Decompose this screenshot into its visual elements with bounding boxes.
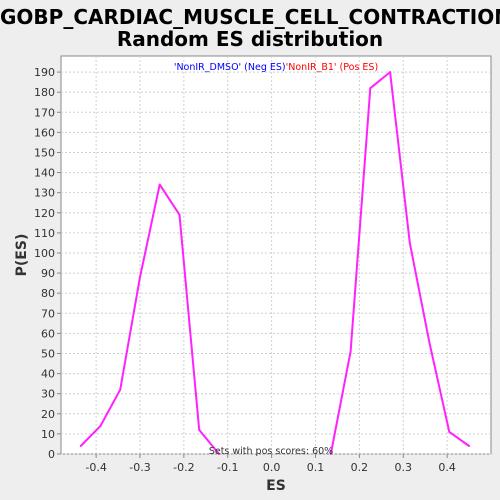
y-tick-label: 10 (41, 428, 55, 441)
y-tick-label: 80 (41, 287, 55, 300)
x-tick-label: 0.4 (438, 461, 456, 474)
y-tick-label: 70 (41, 307, 55, 320)
data-point (79, 444, 82, 447)
x-tick-label: -0.3 (129, 461, 150, 474)
y-tick-label: 140 (34, 167, 55, 180)
data-point (428, 342, 431, 345)
x-tick-label: -0.4 (85, 461, 106, 474)
data-point (158, 183, 161, 186)
y-tick-label: 150 (34, 146, 55, 159)
data-point (468, 444, 471, 447)
x-tick-label: -0.1 (217, 461, 238, 474)
legend: 'NonIR_DMSO' (Neg ES)'NonIR_B1' (Pos ES) (174, 62, 378, 73)
y-tick-label: 190 (34, 66, 55, 79)
y-axis: 0 10 20 30 40 50 60 70 80 90 100 110 120 130 140 150 160… (34, 66, 61, 461)
y-tick-label: 30 (41, 388, 55, 401)
x-axis-label: ES (266, 478, 286, 494)
data-point (389, 71, 392, 74)
y-tick-label: 40 (41, 368, 55, 381)
y-tick-label: 50 (41, 347, 55, 360)
x-tick-label: 0.3 (394, 461, 412, 474)
data-point (119, 388, 122, 391)
data-point (329, 453, 332, 455)
y-tick-label: 120 (34, 207, 55, 220)
legend-entry-pos: 'NonIR_B1' (Pos ES) (286, 62, 379, 73)
plot-area (60, 55, 492, 455)
x-tick-label: -0.2 (173, 461, 194, 474)
data-point (408, 241, 411, 244)
y-tick-label: 170 (34, 106, 55, 119)
data-point (448, 430, 451, 433)
legend-entry-neg: 'NonIR_DMSO' (Neg ES) (174, 62, 286, 73)
y-tick-label: 90 (41, 267, 55, 280)
data-point (178, 213, 181, 216)
y-tick-label: 160 (34, 126, 55, 139)
data-point (198, 428, 201, 431)
series-lines (79, 71, 471, 455)
y-tick-label: 20 (41, 408, 55, 421)
data-point (369, 87, 372, 90)
y-tick-label: 130 (34, 187, 55, 200)
series-line-1 (79, 183, 220, 455)
y-tick-label: 0 (48, 448, 55, 461)
data-point (99, 424, 102, 427)
x-tick-label: 0.1 (307, 461, 325, 474)
pos-scores-annotation: Sets with pos scores: 60% (209, 446, 333, 457)
y-tick-label: 110 (34, 227, 55, 240)
y-tick-label: 100 (34, 247, 55, 260)
x-tick-label: 0.2 (351, 461, 369, 474)
chart-title-line-1: GOBP_CARDIAC_MUSCLE_CELL_CONTRACTION: (0, 5, 500, 29)
y-axis-label: P(ES) (14, 234, 30, 277)
series-line-2 (329, 71, 470, 455)
chart-title-line-2: Random ES distribution (116, 27, 384, 51)
data-point (349, 350, 352, 353)
y-tick-label: 60 (41, 327, 55, 340)
data-point (217, 453, 220, 455)
data-point (138, 276, 141, 279)
y-tick-label: 180 (34, 86, 55, 99)
x-axis: -0.4 -0.3 -0.2 -0.1 0.0 0.1 0.2 0.3 0.4 (85, 454, 456, 474)
x-tick-label: 0.0 (263, 461, 281, 474)
